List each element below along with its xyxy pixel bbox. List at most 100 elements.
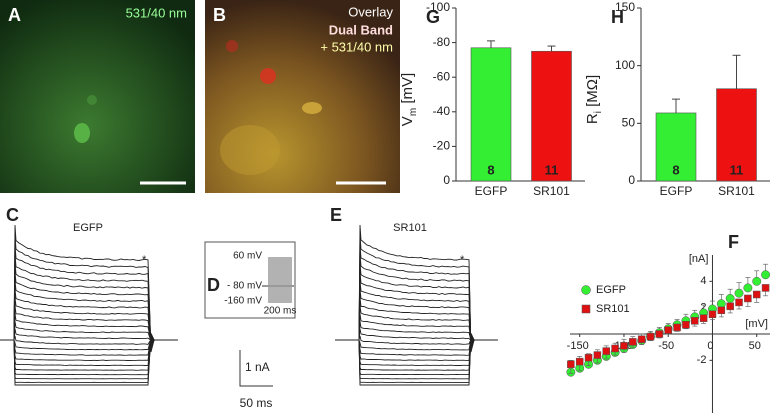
point xyxy=(682,321,690,329)
point xyxy=(734,288,744,298)
y-tick-label: 4 xyxy=(700,275,706,287)
trace xyxy=(0,289,178,347)
protocol-label: -160 mV xyxy=(224,296,262,307)
trace xyxy=(0,335,178,366)
scale-label: 1 nA xyxy=(245,360,270,374)
point xyxy=(620,342,628,350)
count-label: 11 xyxy=(730,162,744,177)
trace xyxy=(335,305,498,344)
y-tick-label: -80 xyxy=(433,35,451,49)
x-tick-label: EGFP xyxy=(475,184,508,198)
point xyxy=(602,347,611,355)
y-label-part: V xyxy=(399,116,416,126)
trace xyxy=(0,305,178,344)
x-tick-label: -50 xyxy=(658,340,674,352)
bar xyxy=(655,112,697,182)
trace xyxy=(0,253,178,350)
trace xyxy=(335,244,498,351)
trace xyxy=(335,333,498,386)
y-tick-label: 150 xyxy=(615,0,635,14)
point xyxy=(611,344,619,353)
trace xyxy=(0,336,178,356)
x-tick-label: 0 xyxy=(707,340,713,352)
y-tick-label: -60 xyxy=(433,69,451,83)
trace xyxy=(0,244,178,351)
y-tick-label: -100 xyxy=(426,0,450,14)
traces-sr101 xyxy=(335,224,498,386)
panel-label: A xyxy=(8,5,21,25)
trace xyxy=(0,262,178,349)
protocol-label: 60 mV xyxy=(233,251,262,262)
point xyxy=(673,323,681,332)
point xyxy=(761,270,771,280)
trace xyxy=(0,332,178,380)
trace xyxy=(0,271,178,348)
trace xyxy=(335,337,498,351)
point xyxy=(699,314,708,322)
y-axis-label: Ri [MΩ] xyxy=(584,75,604,124)
trace-title: SR101 xyxy=(393,222,427,234)
traces-egfp xyxy=(0,224,178,386)
bar xyxy=(716,88,757,182)
trace xyxy=(0,335,178,361)
trace xyxy=(335,321,498,342)
image-b: B Overlay Dual Band + 531/40 nm xyxy=(205,0,400,193)
caption: Dual Band xyxy=(329,22,393,37)
x-axis-label: [mV] xyxy=(745,318,768,330)
trace xyxy=(335,335,498,361)
legend-marker xyxy=(581,304,591,314)
trace xyxy=(335,313,498,343)
x-tick-label: -150 xyxy=(567,340,589,352)
point xyxy=(584,353,593,362)
y-axis-label: Vm [mV] xyxy=(399,73,419,126)
panel-label: F xyxy=(728,232,739,252)
y-tick-label: -40 xyxy=(433,104,451,118)
panel-label: B xyxy=(213,5,226,25)
bar xyxy=(470,47,512,182)
trace xyxy=(0,297,178,346)
trace xyxy=(0,224,178,353)
count-label: 8 xyxy=(672,162,679,177)
caption: + 531/40 nm xyxy=(320,39,393,54)
trace xyxy=(335,335,498,345)
trace xyxy=(0,334,178,371)
point xyxy=(691,317,699,325)
point xyxy=(752,276,762,286)
point xyxy=(664,326,672,334)
trace-title: EGFP xyxy=(73,222,103,234)
y-tick-label: -20 xyxy=(433,139,451,153)
trace xyxy=(335,333,498,376)
trace xyxy=(0,313,178,343)
trace xyxy=(0,321,178,342)
count-label: 8 xyxy=(487,162,494,177)
y-tick-label: 0 xyxy=(443,173,450,187)
point xyxy=(593,351,602,359)
point xyxy=(725,294,735,303)
caption: Overlay xyxy=(348,4,393,19)
marker: * xyxy=(460,254,465,266)
x-tick-label: SR101 xyxy=(718,184,755,198)
trace xyxy=(335,234,498,352)
trace xyxy=(335,334,498,366)
point xyxy=(761,284,770,292)
y-tick-label: 50 xyxy=(622,116,636,130)
panel-label: H xyxy=(611,7,624,27)
trace xyxy=(335,328,498,341)
trace xyxy=(0,333,178,376)
y-tick-label: 0 xyxy=(628,173,635,187)
y-axis-label: [nA] xyxy=(689,253,709,265)
y-label-part: [mV] xyxy=(399,73,416,108)
protocol-label: 200 ms xyxy=(264,306,297,317)
trace xyxy=(335,297,498,346)
image-a: A 531/40 nm xyxy=(0,0,195,193)
panel-label: E xyxy=(330,205,342,225)
trace xyxy=(0,280,178,348)
y-tick-label: -2 xyxy=(697,354,707,366)
protocol: D 60 mV - 80 mV -160 mV 200 ms xyxy=(204,241,297,319)
point xyxy=(655,330,664,338)
point xyxy=(708,310,717,318)
panel-label: D xyxy=(207,275,220,295)
trace xyxy=(335,289,498,347)
count-label: 11 xyxy=(545,162,559,177)
